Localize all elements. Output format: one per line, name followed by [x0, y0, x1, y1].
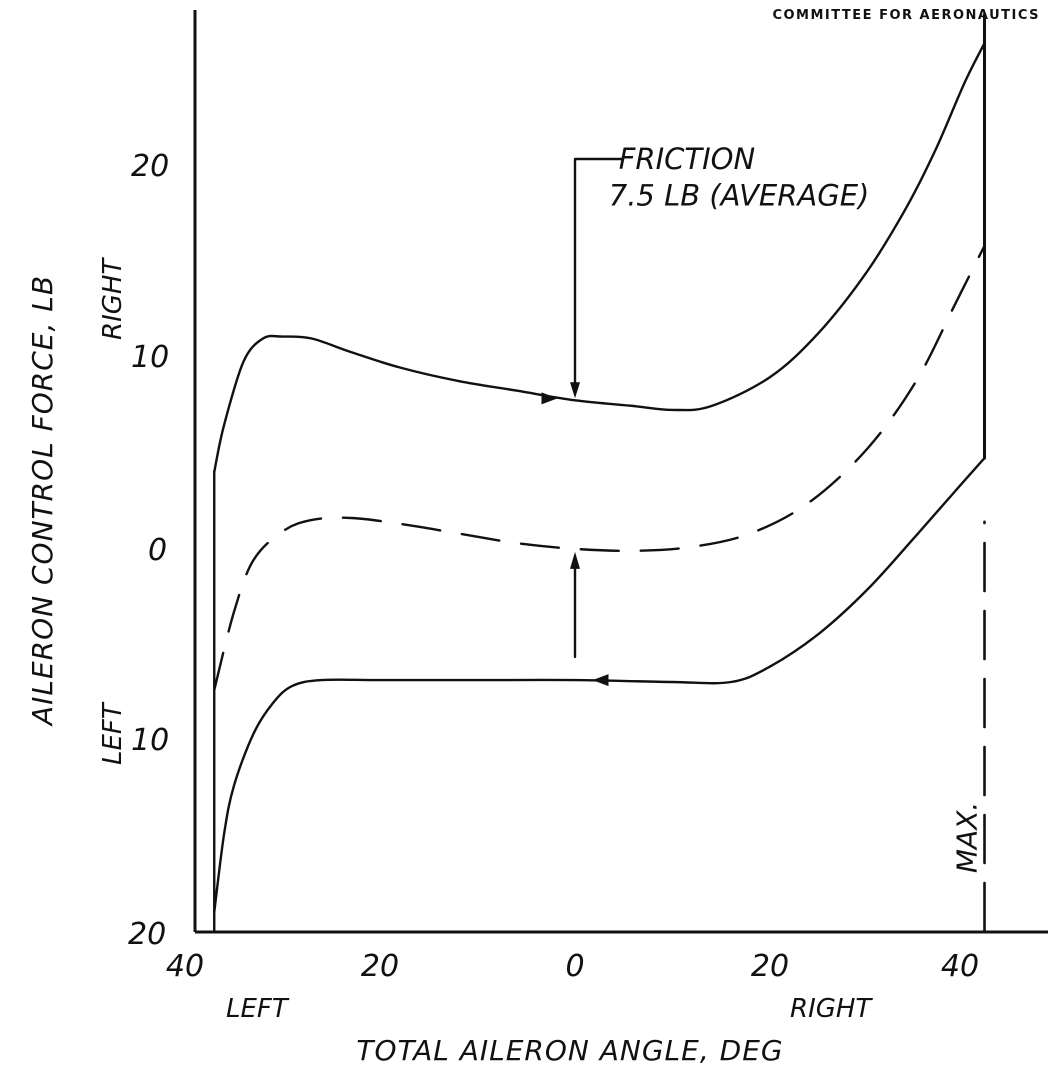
y-direction-label-right: RIGHT [98, 257, 128, 340]
y-direction-label-left: LEFT [98, 701, 128, 765]
x-tick-label-20-left: 20 [361, 949, 399, 984]
series-average-force-line [213, 244, 986, 691]
boundaries-group [213, 12, 986, 933]
y-tick-label-20-left: 20 [128, 917, 166, 952]
x-axis-title: TOTAL AILERON ANGLE, DEG [356, 1034, 783, 1067]
series-upper-force-line [213, 42, 986, 473]
y-axis-title: AILERON CONTROL FORCE, LB [26, 275, 59, 727]
friction-arrowhead-down [570, 382, 580, 399]
y-tick-label-20-right: 20 [131, 149, 169, 184]
y-tick-labels: 20 10 0 10 20 [128, 149, 169, 952]
curves-group [213, 42, 986, 913]
direction-arrow-left [592, 674, 609, 687]
friction-arrowhead-up [570, 551, 580, 569]
x-tick-label-0: 0 [565, 949, 584, 984]
friction-annotation: FRICTION 7.5 LB (AVERAGE) [570, 142, 870, 659]
x-tick-label-40-right: 40 [941, 949, 979, 984]
chart-header: COMMITTEE FOR AERONAUTICS [772, 8, 1040, 23]
x-tick-label-20-right: 20 [751, 949, 789, 984]
friction-value-label: 7.5 LB (AVERAGE) [609, 179, 870, 213]
friction-leader-line [573, 157, 625, 390]
direction-arrow-right [541, 392, 558, 405]
y-tick-label-10-right: 10 [131, 340, 169, 375]
y-tick-label-0: 0 [148, 533, 167, 568]
max-label: MAX. [951, 802, 984, 873]
x-tick-label-40-left: 40 [166, 949, 204, 984]
y-tick-label-10-left: 10 [131, 723, 169, 758]
x-direction-label-right: RIGHT [790, 994, 873, 1024]
friction-label: FRICTION [619, 142, 755, 176]
series-lower-force-line [213, 456, 986, 913]
x-direction-label-left: LEFT [226, 994, 290, 1024]
x-tick-labels: 40 20 0 20 40 [166, 949, 979, 984]
